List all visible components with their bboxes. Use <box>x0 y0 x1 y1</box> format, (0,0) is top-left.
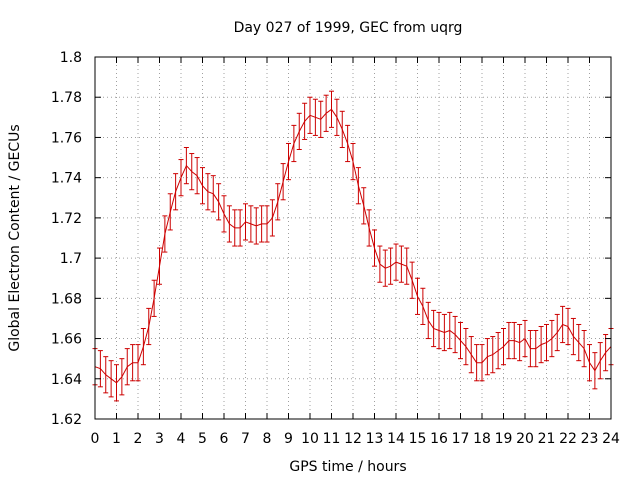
y-tick-label: 1.7 <box>60 251 82 267</box>
series-line <box>94 108 612 384</box>
y-tick-label: 1.72 <box>51 211 82 227</box>
y-tick-label: 1.8 <box>60 50 82 66</box>
x-tick-label: 8 <box>263 431 272 447</box>
x-tick-label: 21 <box>538 431 556 447</box>
y-tick-label: 1.68 <box>51 291 82 307</box>
x-tick-label: 10 <box>301 431 319 447</box>
grid <box>95 57 611 419</box>
x-tick-label: 11 <box>323 431 341 447</box>
y-tick-label: 1.62 <box>51 412 82 428</box>
y-tick-label: 1.78 <box>51 90 82 106</box>
x-tick-label: 18 <box>473 431 491 447</box>
x-tick-label: 17 <box>452 431 470 447</box>
x-axis-label: GPS time / hours <box>289 459 406 475</box>
x-tick-label: 19 <box>495 431 513 447</box>
x-tick-label: 20 <box>516 431 534 447</box>
axis-ticks <box>94 56 612 420</box>
x-tick-label: 5 <box>198 431 207 447</box>
chart-title: Day 027 of 1999, GEC from uqrg <box>234 20 463 36</box>
x-tick-label: 0 <box>91 431 100 447</box>
x-tick-label: 24 <box>602 431 620 447</box>
y-tick-label: 1.64 <box>51 372 82 388</box>
x-tick-label: 16 <box>430 431 448 447</box>
x-tick-label: 13 <box>366 431 384 447</box>
x-tick-label: 23 <box>581 431 599 447</box>
y-tick-label: 1.66 <box>51 332 82 348</box>
x-tick-label: 14 <box>387 431 405 447</box>
x-tick-label: 9 <box>284 431 293 447</box>
y-tick-label: 1.76 <box>51 130 82 146</box>
x-tick-label: 2 <box>134 431 143 447</box>
x-tick-label: 6 <box>220 431 229 447</box>
x-tick-label: 3 <box>155 431 164 447</box>
x-tick-label: 1 <box>112 431 121 447</box>
x-tick-label: 22 <box>559 431 577 447</box>
y-tick-label: 1.74 <box>51 171 82 187</box>
x-tick-label: 15 <box>409 431 427 447</box>
x-tick-label: 12 <box>344 431 362 447</box>
y-axis-label: Global Electron Content / GECUs <box>7 124 23 351</box>
x-tick-label: 7 <box>241 431 250 447</box>
x-tick-label: 4 <box>177 431 186 447</box>
